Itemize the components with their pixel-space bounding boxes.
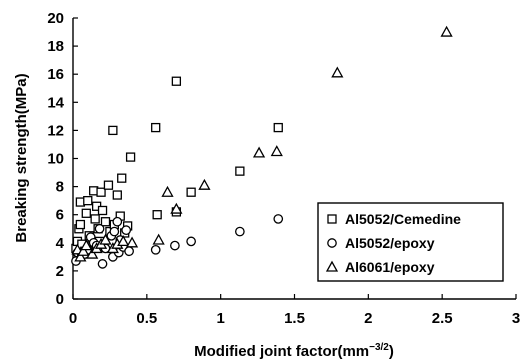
x-tick-label: 1.5 — [284, 310, 305, 327]
point-al5052-epoxy — [112, 216, 123, 227]
point-al6061-epoxy — [86, 247, 99, 259]
x-axis-label-text: Modified joint factor(mm — [194, 343, 369, 360]
point-al6061-epoxy — [125, 236, 139, 248]
point-al5052-cemedine — [96, 187, 106, 197]
point-al5052-cemedine — [83, 195, 93, 206]
point-al5052-epoxy — [186, 236, 196, 247]
x-tick-label: 0.5 — [136, 310, 157, 327]
point-al5052-cemedine — [112, 190, 122, 200]
y-tick-label: 0 — [56, 291, 64, 308]
legend-label-al6061-epoxy: Al6061/epoxy — [345, 259, 435, 275]
y-tick-label: 10 — [47, 151, 64, 168]
point-al6061-epoxy — [77, 244, 90, 256]
x-tick-label: 1 — [216, 310, 224, 327]
point-al6061-epoxy — [198, 178, 211, 190]
point-al5052-cemedine — [125, 152, 136, 162]
legend-marker-al5052-cemedine — [327, 214, 337, 224]
point-al6061-epoxy — [161, 185, 174, 197]
point-al6061-epoxy — [331, 66, 344, 78]
point-al6061-epoxy — [270, 145, 283, 157]
point-al5052-cemedine — [81, 208, 91, 218]
point-al6061-epoxy — [152, 233, 165, 245]
legend-marker-al5052-epoxy — [327, 238, 337, 248]
y-axis-label: Breaking strength(MPa) — [13, 73, 30, 242]
data-points — [71, 25, 453, 269]
point-al5052-epoxy — [124, 246, 134, 257]
legend-marker-al6061-epoxy — [325, 260, 339, 272]
y-tick-label: 20 — [47, 10, 64, 27]
y-tick-label: 12 — [47, 122, 64, 139]
legend-label-al5052-epoxy: Al5052/epoxy — [345, 235, 435, 251]
point-al5052-cemedine — [273, 122, 283, 133]
point-al5052-cemedine — [108, 125, 118, 136]
x-tick-label: 3 — [512, 310, 520, 327]
point-al5052-cemedine — [117, 173, 127, 183]
x-tick-label: 2 — [364, 310, 372, 327]
point-al5052-epoxy — [97, 259, 108, 269]
point-al5052-epoxy — [150, 244, 161, 255]
point-al5052-cemedine — [151, 122, 161, 133]
y-tick-label: 14 — [47, 94, 64, 111]
point-al5052-epoxy — [121, 225, 132, 236]
axis-ticks: 0 2 4 6 8 10 12 14 16 18 20 0 0.5 1 1.5 2 2.5 3 — [47, 10, 520, 327]
y-tick-label: 4 — [56, 235, 65, 252]
point-al5052-cemedine — [75, 219, 86, 230]
point-al5052-cemedine — [186, 187, 196, 197]
point-al6061-epoxy — [440, 25, 453, 37]
point-al5052-epoxy — [170, 240, 180, 251]
point-al5052-cemedine — [103, 180, 114, 190]
point-al5052-epoxy — [109, 226, 120, 237]
y-tick-label: 18 — [47, 38, 64, 55]
legend: Al5052/Cemedine Al5052/epoxy Al6061/epoxy — [317, 202, 504, 282]
point-al5052-epoxy — [94, 223, 105, 234]
point-al6061-epoxy — [74, 250, 87, 262]
point-al5052-cemedine — [100, 217, 111, 227]
point-al5052-cemedine — [90, 214, 100, 224]
point-al5052-epoxy — [235, 226, 245, 237]
y-tick-label: 8 — [56, 179, 64, 196]
point-al5052-cemedine — [235, 166, 245, 176]
y-tick-label: 2 — [56, 263, 64, 280]
point-al6061-epoxy — [170, 202, 183, 214]
x-tick-label: 0 — [69, 310, 77, 327]
point-al6061-epoxy — [117, 235, 130, 247]
x-axis-label-exponent: −3/2 — [369, 342, 389, 353]
point-al6061-epoxy — [80, 239, 93, 251]
legend-box — [317, 202, 504, 282]
y-tick-label: 16 — [47, 66, 64, 83]
x-axis-label-close: ) — [389, 343, 394, 360]
x-axis-label: Modified joint factor(mm−3/2) — [194, 342, 394, 360]
legend-label-al5052-cemedine: Al5052/Cemedine — [345, 211, 461, 227]
point-al5052-cemedine — [171, 76, 182, 86]
x-tick-label: 2.5 — [432, 310, 453, 327]
point-al5052-cemedine — [97, 205, 108, 216]
y-tick-label: 6 — [56, 207, 64, 224]
point-al5052-cemedine — [152, 210, 162, 220]
point-al5052-epoxy — [273, 214, 284, 224]
point-al6061-epoxy — [252, 146, 266, 158]
point-al6061-epoxy — [99, 233, 112, 245]
